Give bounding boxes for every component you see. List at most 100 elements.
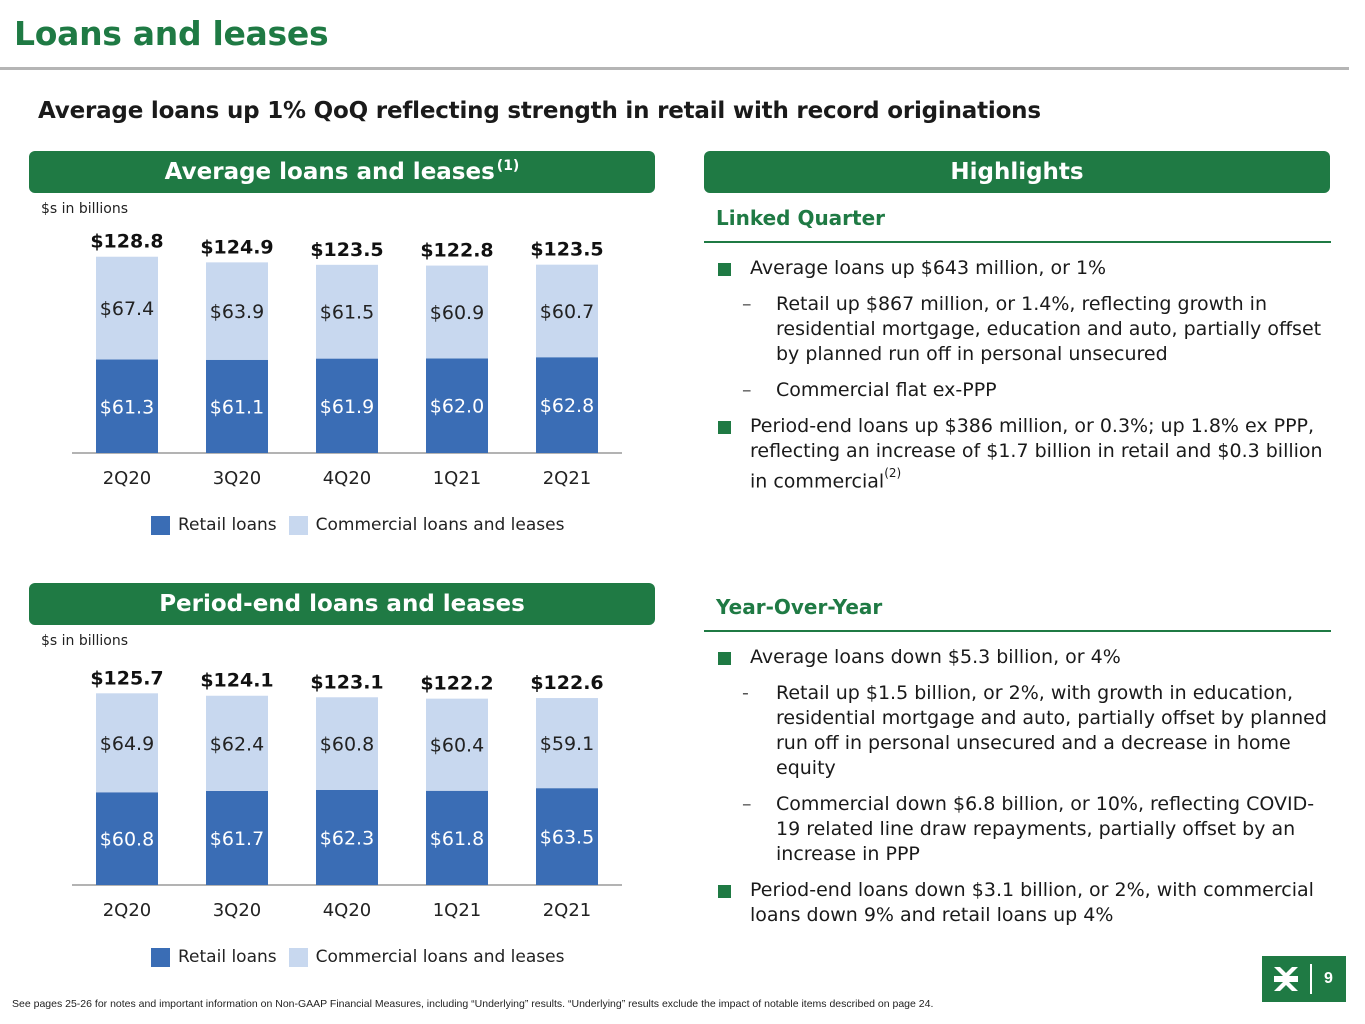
total-label: $123.5 bbox=[530, 239, 603, 261]
dash-icon: – bbox=[742, 293, 752, 315]
list-item: Period-end loans down $3.1 billion, or 2… bbox=[716, 878, 1336, 928]
data-label-commercial: $60.8 bbox=[320, 734, 374, 756]
dash-icon: – bbox=[742, 793, 752, 815]
pe-loans-chart: $60.8 $64.9 $125.7 2Q20 $61.7 $62.4 $124.1 3Q20… bbox=[72, 667, 622, 921]
highlights-title: Highlights bbox=[950, 159, 1084, 185]
page-title: Loans and leases bbox=[14, 14, 329, 53]
x-tick-label: 2Q20 bbox=[103, 468, 152, 489]
x-tick-label: 4Q20 bbox=[323, 468, 372, 489]
data-label-commercial: $59.1 bbox=[540, 733, 594, 755]
legend-label-commercial: Commercial loans and leases bbox=[315, 947, 565, 967]
data-label-retail: $62.3 bbox=[320, 827, 374, 849]
data-label-retail: $63.5 bbox=[540, 827, 594, 849]
bullet-text: Average loans up $643 million, or 1% bbox=[750, 257, 1107, 279]
list-subitem: – Commercial flat ex-PPP bbox=[716, 378, 1336, 403]
total-label: $122.2 bbox=[420, 673, 493, 695]
data-label-commercial: $60.7 bbox=[540, 301, 594, 323]
yoy-list: Average loans down $5.3 billion, or 4% -… bbox=[716, 645, 1336, 939]
bullet-text: Average loans down $5.3 billion, or 4% bbox=[750, 646, 1121, 668]
legend-item-retail: Retail loans bbox=[151, 947, 277, 967]
avg-loans-footnote-ref: (1) bbox=[496, 158, 520, 174]
linked-quarter-heading: Linked Quarter bbox=[716, 206, 886, 230]
badge-divider bbox=[1310, 964, 1312, 994]
pe-loans-banner-title: Period-end loans and leases bbox=[159, 591, 525, 617]
legend-label-retail: Retail loans bbox=[178, 515, 277, 535]
brand-logo-icon bbox=[1274, 967, 1298, 991]
subitem-text: Retail up $1.5 billion, or 2%, with grow… bbox=[776, 682, 1327, 779]
data-label-retail: $61.7 bbox=[210, 828, 264, 850]
pe-units-label: $s in billions bbox=[41, 633, 129, 649]
avg-loans-banner-title: Average loans and leases bbox=[164, 159, 495, 185]
dash-icon: – bbox=[742, 379, 752, 401]
list-subitem: – Commercial down $6.8 billion, or 10%, … bbox=[716, 792, 1336, 867]
x-tick-label: 2Q21 bbox=[543, 468, 592, 489]
data-label-commercial: $61.5 bbox=[320, 302, 374, 324]
dash-icon: - bbox=[742, 682, 749, 704]
subitem-text: Retail up $867 million, or 1.4%, reflect… bbox=[776, 293, 1322, 365]
data-label-retail: $60.8 bbox=[100, 829, 154, 851]
bar-commercial bbox=[206, 695, 268, 791]
total-label: $124.1 bbox=[200, 670, 273, 692]
legend-item-commercial: Commercial loans and leases bbox=[288, 515, 564, 535]
bar-commercial bbox=[426, 698, 488, 791]
data-label-commercial: $60.4 bbox=[430, 735, 484, 757]
bar-retail bbox=[316, 789, 378, 885]
bar-retail bbox=[206, 359, 268, 453]
linked-quarter-rule bbox=[704, 241, 1331, 243]
total-label: $128.8 bbox=[90, 231, 163, 253]
bar-retail bbox=[96, 792, 158, 885]
total-label: $124.9 bbox=[200, 236, 273, 258]
bullet-square-icon bbox=[718, 421, 731, 434]
page-subtitle: Average loans up 1% QoQ reflecting stren… bbox=[38, 98, 1041, 124]
total-label: $125.7 bbox=[90, 667, 163, 689]
legend-swatch-commercial bbox=[288, 515, 308, 535]
page-number: 9 bbox=[1324, 970, 1333, 987]
bar-commercial bbox=[206, 262, 268, 360]
avg-units-label: $s in billions bbox=[41, 201, 129, 217]
data-label-commercial: $67.4 bbox=[100, 298, 154, 320]
data-label-retail: $61.9 bbox=[320, 396, 374, 418]
bar-retail bbox=[316, 358, 378, 453]
bar-commercial bbox=[536, 264, 598, 358]
x-tick-label: 1Q21 bbox=[433, 468, 482, 489]
bullet-square-icon bbox=[718, 263, 731, 276]
bar-commercial bbox=[316, 264, 378, 359]
list-subitem: - Retail up $1.5 billion, or 2%, with gr… bbox=[716, 681, 1336, 781]
legend-item-retail: Retail loans bbox=[151, 515, 277, 535]
avg-loans-chart: $61.3 $67.4 $128.8 2Q20 $61.1 $63.9 $124.9 3Q20… bbox=[72, 231, 622, 489]
list-item: Period-end loans up $386 million, or 0.3… bbox=[716, 414, 1336, 494]
data-label-retail: $61.8 bbox=[430, 828, 484, 850]
bar-commercial bbox=[316, 697, 378, 790]
bar-retail bbox=[536, 357, 598, 453]
bullet-square-icon bbox=[718, 885, 731, 898]
pe-loans-banner: Period-end loans and leases bbox=[29, 583, 655, 625]
bar-retail bbox=[96, 359, 158, 453]
total-label: $122.8 bbox=[420, 240, 493, 262]
title-divider bbox=[0, 67, 1349, 70]
legend-swatch-retail bbox=[151, 515, 170, 535]
bar-retail bbox=[426, 790, 488, 885]
bar-commercial bbox=[426, 265, 488, 359]
bar-retail bbox=[426, 358, 488, 453]
avg-loans-banner: Average loans and leases (1) bbox=[29, 151, 655, 193]
linked-quarter-list: Average loans up $643 million, or 1% – R… bbox=[716, 256, 1336, 505]
bar-commercial bbox=[96, 256, 158, 360]
bar-commercial bbox=[536, 698, 598, 789]
data-label-commercial: $64.9 bbox=[100, 733, 154, 755]
page-badge: 9 bbox=[1262, 956, 1346, 1002]
data-label-retail: $62.8 bbox=[540, 395, 594, 417]
x-tick-label: 3Q20 bbox=[213, 468, 262, 489]
bar-retail bbox=[206, 790, 268, 885]
bar-commercial bbox=[96, 693, 158, 793]
legend-item-commercial: Commercial loans and leases bbox=[288, 947, 565, 967]
data-label-commercial: $60.9 bbox=[430, 302, 484, 324]
yoy-rule bbox=[704, 630, 1331, 632]
subitem-text: Commercial down $6.8 billion, or 10%, re… bbox=[776, 793, 1315, 865]
x-tick-label: 1Q21 bbox=[433, 900, 482, 921]
data-label-retail: $61.3 bbox=[100, 396, 154, 418]
data-label-retail: $62.0 bbox=[430, 396, 484, 418]
bar-retail bbox=[536, 788, 598, 885]
data-label-commercial: $63.9 bbox=[210, 301, 264, 323]
subitem-text: Commercial flat ex-PPP bbox=[776, 379, 997, 401]
bullet-text: Period-end loans up $386 million, or 0.3… bbox=[750, 415, 1323, 493]
